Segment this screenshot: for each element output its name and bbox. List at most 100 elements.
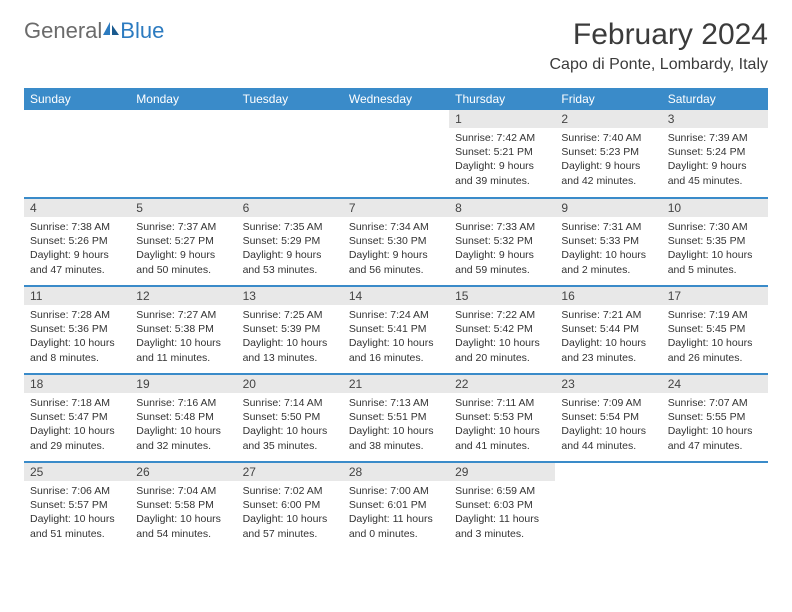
- sunrise-text: Sunrise: 7:16 AM: [136, 396, 230, 410]
- sunrise-text: Sunrise: 7:09 AM: [561, 396, 655, 410]
- sunset-text: Sunset: 5:29 PM: [243, 234, 337, 248]
- day-details: Sunrise: 7:28 AMSunset: 5:36 PMDaylight:…: [24, 305, 130, 368]
- day-details: Sunrise: 7:22 AMSunset: 5:42 PMDaylight:…: [449, 305, 555, 368]
- sunrise-text: Sunrise: 7:33 AM: [455, 220, 549, 234]
- weekday-wednesday: Wednesday: [343, 88, 449, 110]
- calendar-day-cell: 18Sunrise: 7:18 AMSunset: 5:47 PMDayligh…: [24, 374, 130, 462]
- sunrise-text: Sunrise: 7:00 AM: [349, 484, 443, 498]
- calendar-day-cell: [343, 110, 449, 198]
- sunrise-text: Sunrise: 7:14 AM: [243, 396, 337, 410]
- logo-text-general: General: [24, 18, 102, 44]
- daylight-text: Daylight: 10 hours and 54 minutes.: [136, 512, 230, 540]
- day-number: 9: [555, 199, 661, 217]
- day-number-empty: [662, 463, 768, 481]
- day-details: Sunrise: 7:16 AMSunset: 5:48 PMDaylight:…: [130, 393, 236, 456]
- day-details: Sunrise: 7:34 AMSunset: 5:30 PMDaylight:…: [343, 217, 449, 280]
- sunrise-text: Sunrise: 6:59 AM: [455, 484, 549, 498]
- weekday-header-row: Sunday Monday Tuesday Wednesday Thursday…: [24, 88, 768, 110]
- daylight-text: Daylight: 9 hours and 56 minutes.: [349, 248, 443, 276]
- day-details: Sunrise: 7:18 AMSunset: 5:47 PMDaylight:…: [24, 393, 130, 456]
- calendar-day-cell: 13Sunrise: 7:25 AMSunset: 5:39 PMDayligh…: [237, 286, 343, 374]
- calendar-day-cell: 7Sunrise: 7:34 AMSunset: 5:30 PMDaylight…: [343, 198, 449, 286]
- sunset-text: Sunset: 5:53 PM: [455, 410, 549, 424]
- daylight-text: Daylight: 10 hours and 38 minutes.: [349, 424, 443, 452]
- day-details: Sunrise: 7:19 AMSunset: 5:45 PMDaylight:…: [662, 305, 768, 368]
- sunset-text: Sunset: 5:42 PM: [455, 322, 549, 336]
- sunset-text: Sunset: 5:45 PM: [668, 322, 762, 336]
- daylight-text: Daylight: 10 hours and 20 minutes.: [455, 336, 549, 364]
- day-details: Sunrise: 6:59 AMSunset: 6:03 PMDaylight:…: [449, 481, 555, 544]
- sunrise-text: Sunrise: 7:18 AM: [30, 396, 124, 410]
- sunset-text: Sunset: 5:24 PM: [668, 145, 762, 159]
- calendar-day-cell: 25Sunrise: 7:06 AMSunset: 5:57 PMDayligh…: [24, 462, 130, 550]
- page-header: General Blue February 2024 Capo di Ponte…: [0, 0, 792, 82]
- day-number: 29: [449, 463, 555, 481]
- calendar-day-cell: 3Sunrise: 7:39 AMSunset: 5:24 PMDaylight…: [662, 110, 768, 198]
- sunrise-text: Sunrise: 7:35 AM: [243, 220, 337, 234]
- weekday-sunday: Sunday: [24, 88, 130, 110]
- day-number: 5: [130, 199, 236, 217]
- sunset-text: Sunset: 5:48 PM: [136, 410, 230, 424]
- calendar-day-cell: 17Sunrise: 7:19 AMSunset: 5:45 PMDayligh…: [662, 286, 768, 374]
- day-details: Sunrise: 7:11 AMSunset: 5:53 PMDaylight:…: [449, 393, 555, 456]
- daylight-text: Daylight: 10 hours and 35 minutes.: [243, 424, 337, 452]
- daylight-text: Daylight: 10 hours and 51 minutes.: [30, 512, 124, 540]
- day-number: 27: [237, 463, 343, 481]
- daylight-text: Daylight: 10 hours and 44 minutes.: [561, 424, 655, 452]
- day-number: 23: [555, 375, 661, 393]
- calendar-day-cell: 27Sunrise: 7:02 AMSunset: 6:00 PMDayligh…: [237, 462, 343, 550]
- daylight-text: Daylight: 10 hours and 5 minutes.: [668, 248, 762, 276]
- day-number: 10: [662, 199, 768, 217]
- day-details: Sunrise: 7:14 AMSunset: 5:50 PMDaylight:…: [237, 393, 343, 456]
- calendar-day-cell: 24Sunrise: 7:07 AMSunset: 5:55 PMDayligh…: [662, 374, 768, 462]
- calendar-day-cell: 28Sunrise: 7:00 AMSunset: 6:01 PMDayligh…: [343, 462, 449, 550]
- day-number: 19: [130, 375, 236, 393]
- daylight-text: Daylight: 9 hours and 45 minutes.: [668, 159, 762, 187]
- day-details: Sunrise: 7:04 AMSunset: 5:58 PMDaylight:…: [130, 481, 236, 544]
- day-details: Sunrise: 7:35 AMSunset: 5:29 PMDaylight:…: [237, 217, 343, 280]
- day-number: 28: [343, 463, 449, 481]
- calendar-body: 1 Sunrise: 7:42 AMSunset: 5:21 PM Daylight…: [24, 110, 768, 550]
- daylight-text: Daylight: 9 hours and 47 minutes.: [30, 248, 124, 276]
- sunset-text: Sunset: 5:21 PM: [455, 145, 549, 159]
- calendar-day-cell: 21Sunrise: 7:13 AMSunset: 5:51 PMDayligh…: [343, 374, 449, 462]
- calendar-day-cell: 14Sunrise: 7:24 AMSunset: 5:41 PMDayligh…: [343, 286, 449, 374]
- daylight-text: Daylight: 9 hours and 59 minutes.: [455, 248, 549, 276]
- calendar-day-cell: [130, 110, 236, 198]
- day-number: 16: [555, 287, 661, 305]
- sunrise-text: Sunrise: 7:24 AM: [349, 308, 443, 322]
- daylight-text: Daylight: 9 hours and 50 minutes.: [136, 248, 230, 276]
- weekday-tuesday: Tuesday: [237, 88, 343, 110]
- sunset-text: Sunset: 5:26 PM: [30, 234, 124, 248]
- logo-text-blue: Blue: [120, 18, 164, 44]
- sunrise-text: Sunrise: 7:13 AM: [349, 396, 443, 410]
- weekday-monday: Monday: [130, 88, 236, 110]
- day-number: 8: [449, 199, 555, 217]
- calendar-week-row: 1 Sunrise: 7:42 AMSunset: 5:21 PM Daylight…: [24, 110, 768, 198]
- sunrise-text: Sunrise: 7:31 AM: [561, 220, 655, 234]
- day-number-empty: [555, 463, 661, 481]
- sunrise-text: Sunrise: 7:42 AM: [455, 131, 549, 145]
- daylight-text: Daylight: 10 hours and 47 minutes.: [668, 424, 762, 452]
- sunset-text: Sunset: 5:47 PM: [30, 410, 124, 424]
- day-details: Sunrise: 7:27 AMSunset: 5:38 PMDaylight:…: [130, 305, 236, 368]
- location-label: Capo di Ponte, Lombardy, Italy: [550, 56, 769, 74]
- calendar-day-cell: 16Sunrise: 7:21 AMSunset: 5:44 PMDayligh…: [555, 286, 661, 374]
- day-number: 21: [343, 375, 449, 393]
- sunset-text: Sunset: 5:54 PM: [561, 410, 655, 424]
- day-number: 26: [130, 463, 236, 481]
- calendar-day-cell: 15Sunrise: 7:22 AMSunset: 5:42 PMDayligh…: [449, 286, 555, 374]
- day-details: Sunrise: 7:21 AMSunset: 5:44 PMDaylight:…: [555, 305, 661, 368]
- day-number: 17: [662, 287, 768, 305]
- day-details: Sunrise: 7:24 AMSunset: 5:41 PMDaylight:…: [343, 305, 449, 368]
- calendar-day-cell: 4Sunrise: 7:38 AMSunset: 5:26 PMDaylight…: [24, 198, 130, 286]
- calendar-day-cell: 22Sunrise: 7:11 AMSunset: 5:53 PMDayligh…: [449, 374, 555, 462]
- day-number: 2: [555, 110, 661, 128]
- day-number: 1: [449, 110, 555, 128]
- calendar-day-cell: 23 Sunrise: 7:09 AMSunset: 5:54 PMDayligh…: [555, 374, 661, 462]
- sunset-text: Sunset: 6:03 PM: [455, 498, 549, 512]
- sunset-text: Sunset: 5:39 PM: [243, 322, 337, 336]
- sunrise-text: Sunrise: 7:28 AM: [30, 308, 124, 322]
- sunrise-text: Sunrise: 7:39 AM: [668, 131, 762, 145]
- day-number: 22: [449, 375, 555, 393]
